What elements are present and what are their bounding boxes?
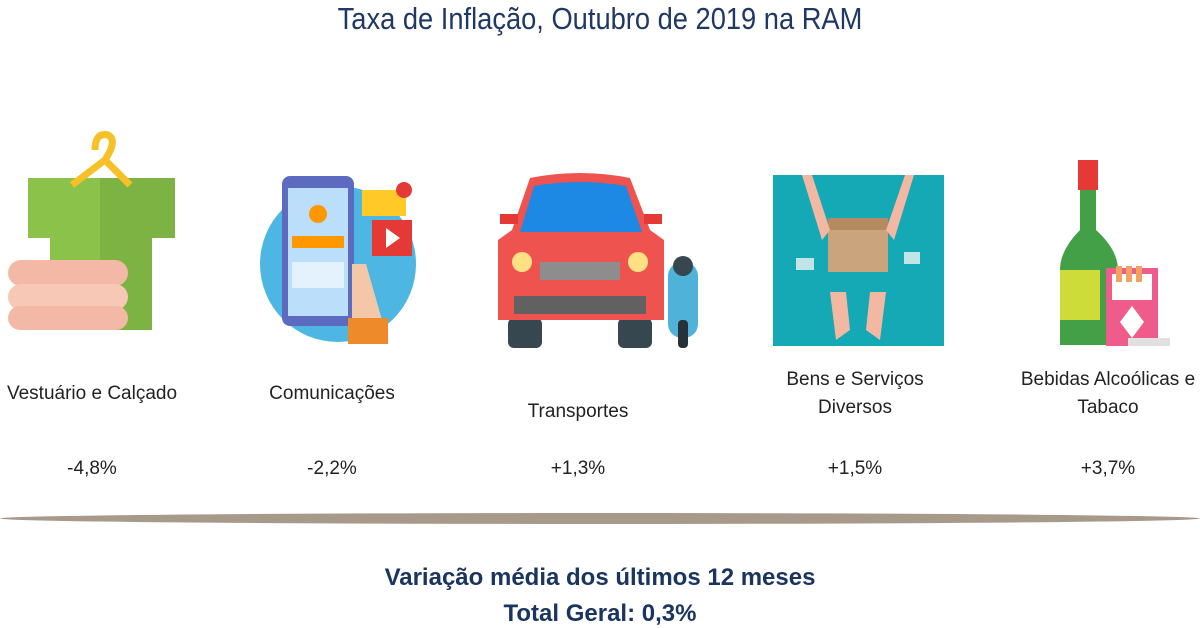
communications-icon <box>260 176 416 344</box>
alcohol-tobacco-icon <box>1060 160 1170 346</box>
category-value: -2,2% <box>307 458 357 479</box>
footer-total: Total Geral: 0,3% <box>503 600 697 627</box>
divider <box>0 513 1200 524</box>
category-label: Vestuário e Calçado <box>6 383 178 404</box>
category-label: Bebidas Alcoólicas e Tabaco <box>1020 369 1196 418</box>
category-label: Transportes <box>527 401 629 422</box>
title: Taxa de Inflação, Outubro de 2019 na RAM <box>337 1 863 36</box>
footer-line: Variação média dos últimos 12 meses <box>384 564 816 591</box>
clothing-icon <box>8 131 175 330</box>
icons <box>8 131 1170 348</box>
category-value: +1,3% <box>550 458 606 479</box>
category-value: +3,7% <box>1080 458 1136 479</box>
category-label: Bens e Serviços Diversos <box>786 369 924 418</box>
category-value: -4,8% <box>67 458 117 479</box>
services-icon <box>773 175 944 346</box>
category-value: +1,5% <box>827 458 883 479</box>
transport-icon <box>498 173 698 348</box>
category-label: Comunicações <box>269 383 395 404</box>
